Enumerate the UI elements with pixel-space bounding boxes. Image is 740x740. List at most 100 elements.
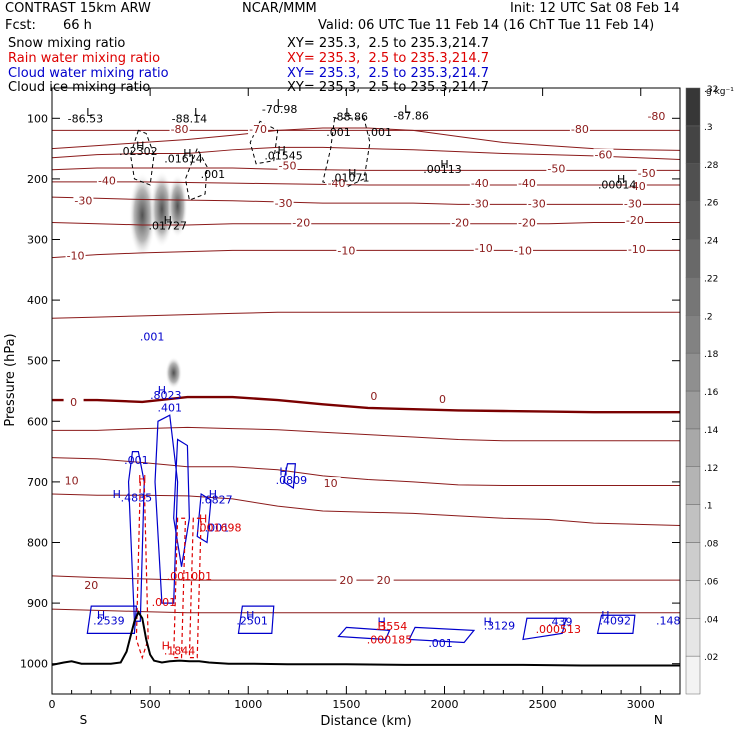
isotherm-label-17: -30	[624, 198, 642, 211]
isotherm-label-bg-11	[516, 177, 537, 190]
cloudwater-label-9: H	[209, 488, 217, 501]
colorbar-swatch-1	[685, 618, 701, 657]
isotherm-label-bg-2	[646, 109, 667, 122]
colorbar-swatch-14	[685, 125, 701, 164]
ice-label-15: .01545	[264, 149, 303, 162]
isotherm-label-23: -10	[337, 244, 355, 257]
isotherm-label-1: -80	[571, 123, 589, 136]
colorbar-label-7: .16	[704, 388, 719, 398]
colorbar-swatch-0	[685, 655, 701, 695]
isotherm-11	[52, 457, 680, 487]
colorbar-swatch-7	[685, 390, 701, 430]
field-xy-snow: XY= 235.3, 2.5 to 235.3,214.7	[287, 36, 490, 51]
isotherm-label-33: 20	[339, 574, 353, 587]
isotherm-label-bg-3	[248, 123, 269, 136]
isotherm-label-bg-6	[546, 162, 567, 175]
isotherm-label-bg-25	[513, 244, 533, 257]
y-tick-label-9: 1000	[20, 658, 48, 671]
isotherm-label-22: -10	[67, 249, 85, 262]
colorbar-label-2: .06	[704, 577, 719, 587]
isotherm-14	[52, 608, 680, 614]
fcst-label: Fcst:	[5, 18, 36, 33]
x-end-label-north: N	[654, 713, 663, 727]
colorbar-swatch-8	[685, 352, 701, 392]
x-tick-label-0: 0	[49, 698, 56, 711]
ice-label-7: -88.86	[333, 110, 368, 123]
isotherm-label-25: -10	[514, 244, 532, 257]
isotherm-label-bg-4	[593, 148, 614, 161]
x-tick-label-5: 2500	[529, 698, 557, 711]
rain-contour-2	[188, 517, 202, 659]
isotherm-label-19: -20	[451, 217, 469, 230]
isotherm-label-bg-17	[622, 197, 643, 210]
isotherm-label-bg-7	[636, 166, 657, 179]
isotherm-4	[52, 181, 680, 186]
terrain-line	[52, 610, 680, 667]
ice-label-6: L	[345, 106, 352, 119]
ice-label-25: .001	[326, 126, 351, 139]
plot-area: -80 -80-80-70-60-50 -50 -50-40 -40 -40 -40 -40-…	[52, 97, 680, 667]
colorbar-label-10: .22	[704, 274, 718, 284]
isotherm-label-bg-29	[432, 392, 453, 405]
cloudwater-label-4: .001	[124, 454, 149, 467]
isotherm-label-bg-19	[450, 216, 471, 229]
y-tick-label-0: 100	[27, 112, 48, 125]
colorbar-label-3: .08	[704, 540, 719, 550]
cloudwater-contour-1	[154, 414, 179, 604]
isotherm-label-bg-14	[273, 197, 294, 210]
cloudwater-contour-0	[127, 451, 145, 622]
colorbar-label-6: .14	[704, 426, 719, 436]
isotherm-label-13: -30	[74, 195, 92, 208]
colorbar-swatch-12	[685, 201, 701, 240]
ice-contour-2	[322, 117, 371, 189]
colorbar-label-14: .3	[704, 123, 713, 133]
ice-label-4: L	[277, 97, 284, 110]
x-tick-label-1: 500	[140, 698, 161, 711]
field-name-snow: Snow mixing ratio	[8, 36, 126, 51]
snow-shading-2	[167, 174, 188, 238]
cloudwater-contour-4	[282, 463, 297, 489]
isotherm-label-bg-33	[336, 574, 357, 587]
isotherm-label-21: -20	[626, 214, 644, 227]
isotherm-label-14: -30	[275, 197, 293, 210]
isotherm-2	[52, 146, 680, 161]
isotherm-7	[52, 249, 680, 259]
isotherm-label-bg-0	[169, 123, 190, 136]
cloudwater-contour-3	[196, 493, 212, 544]
colorbar-swatch-13	[685, 163, 701, 202]
ice-label-0: L	[86, 106, 93, 119]
ice-label-14: H	[277, 144, 285, 157]
init-time: Init: 12 UTC Sat 08 Feb 14	[510, 1, 680, 16]
cloudwater-label-3: .401	[158, 401, 183, 414]
x-tick-label-6: 3000	[627, 698, 655, 711]
colorbar-label-1: .04	[704, 615, 719, 625]
isotherm-label-bg-15	[469, 197, 490, 210]
ice-label-26: .001	[367, 126, 392, 139]
cloudwater-contour-6	[408, 626, 476, 644]
isotherm-label-bg-16	[526, 197, 547, 210]
rain-label-8: .3554	[376, 620, 408, 633]
isotherm-8	[52, 311, 680, 319]
isotherm-label-30: 10	[65, 475, 79, 488]
y-tick-label-8: 900	[27, 597, 48, 610]
ice-label-12: H	[183, 147, 191, 160]
cloudwater-label-12: H	[97, 609, 105, 622]
ice-label-24: .001	[201, 168, 226, 181]
x-axis-label: Distance (km)	[320, 714, 411, 729]
colorbar-swatch-3	[685, 542, 701, 581]
y-tick-label-7: 800	[27, 537, 48, 550]
isotherm-label-10: -40	[471, 177, 489, 190]
y-tick-label-5: 600	[27, 415, 48, 428]
ice-label-22: H	[164, 214, 172, 227]
isotherm-label-31: 10	[324, 477, 338, 490]
cloudwater-label-10: .6827	[201, 493, 233, 506]
cloudwater-label-1: H	[158, 384, 166, 397]
colorbar-swatch-5	[685, 466, 701, 505]
isotherm-label-bg-24	[473, 241, 494, 254]
ice-contour-3	[184, 147, 208, 201]
snow-shading-3	[165, 356, 183, 389]
colorbar-swatch-4	[685, 504, 701, 543]
cloudwater-label-17: H	[484, 615, 492, 628]
rain-label-4: .001	[152, 596, 177, 609]
colorbar-label-4: .1	[704, 502, 713, 512]
